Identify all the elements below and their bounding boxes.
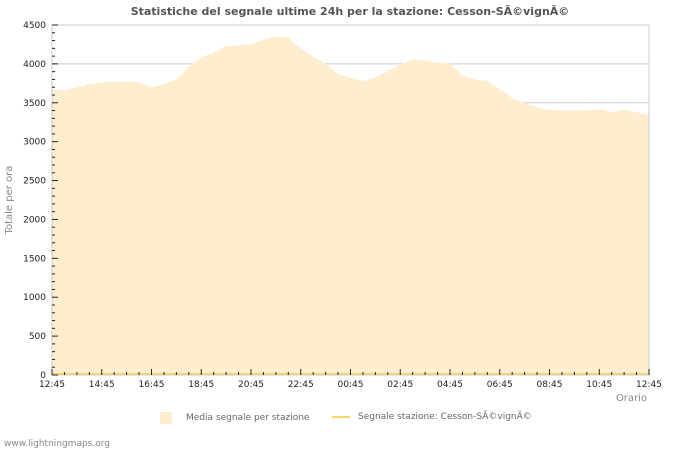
- svg-text:2000: 2000: [23, 215, 46, 225]
- svg-text:20:45: 20:45: [238, 380, 264, 390]
- average-signal-area: [52, 36, 649, 376]
- x-axis-title: Orario: [616, 393, 647, 404]
- svg-text:08:45: 08:45: [537, 380, 563, 390]
- svg-text:06:45: 06:45: [487, 380, 513, 390]
- svg-text:14:45: 14:45: [89, 380, 115, 390]
- svg-text:04:45: 04:45: [437, 380, 463, 390]
- legend-label-average: Media segnale per stazione: [186, 413, 310, 423]
- svg-text:12:45: 12:45: [39, 380, 65, 390]
- svg-text:16:45: 16:45: [139, 380, 165, 390]
- svg-text:4500: 4500: [23, 21, 46, 31]
- svg-text:1500: 1500: [23, 254, 46, 264]
- svg-text:500: 500: [29, 332, 46, 342]
- svg-text:22:45: 22:45: [288, 380, 314, 390]
- svg-text:18:45: 18:45: [188, 380, 214, 390]
- svg-text:3500: 3500: [23, 99, 46, 109]
- svg-text:12:45: 12:45: [636, 380, 662, 390]
- svg-text:3000: 3000: [23, 138, 46, 148]
- credit-link[interactable]: www.lightningmaps.org: [4, 439, 110, 449]
- y-axis-title: Totale per ora: [4, 166, 15, 236]
- svg-text:02:45: 02:45: [387, 380, 413, 390]
- svg-text:4000: 4000: [23, 60, 46, 70]
- svg-text:10:45: 10:45: [586, 380, 612, 390]
- legend: Media segnale per stazione Segnale stazi…: [0, 412, 700, 426]
- legend-item-average[interactable]: Media segnale per stazione: [160, 412, 309, 424]
- chart-title: Statistiche del segnale ultime 24h per l…: [130, 5, 570, 18]
- legend-item-station[interactable]: Segnale stazione: Cesson-SÃ©vignÃ©: [332, 412, 532, 422]
- svg-text:0: 0: [40, 371, 46, 381]
- svg-text:2500: 2500: [23, 177, 46, 187]
- svg-text:00:45: 00:45: [338, 380, 364, 390]
- line-swatch-icon: [332, 416, 350, 418]
- area-swatch-icon: [160, 412, 172, 424]
- y-axis-ticks: 0 500 1000 1500 2000 2500 3000 3500 4000 4500: [23, 21, 58, 381]
- svg-text:1000: 1000: [23, 293, 46, 303]
- x-axis-ticks: 12:45 14:45 16:45 18:45 20:45 22:45 00:45 02:45…: [39, 369, 662, 390]
- legend-label-station: Segnale stazione: Cesson-SÃ©vignÃ©: [358, 412, 532, 422]
